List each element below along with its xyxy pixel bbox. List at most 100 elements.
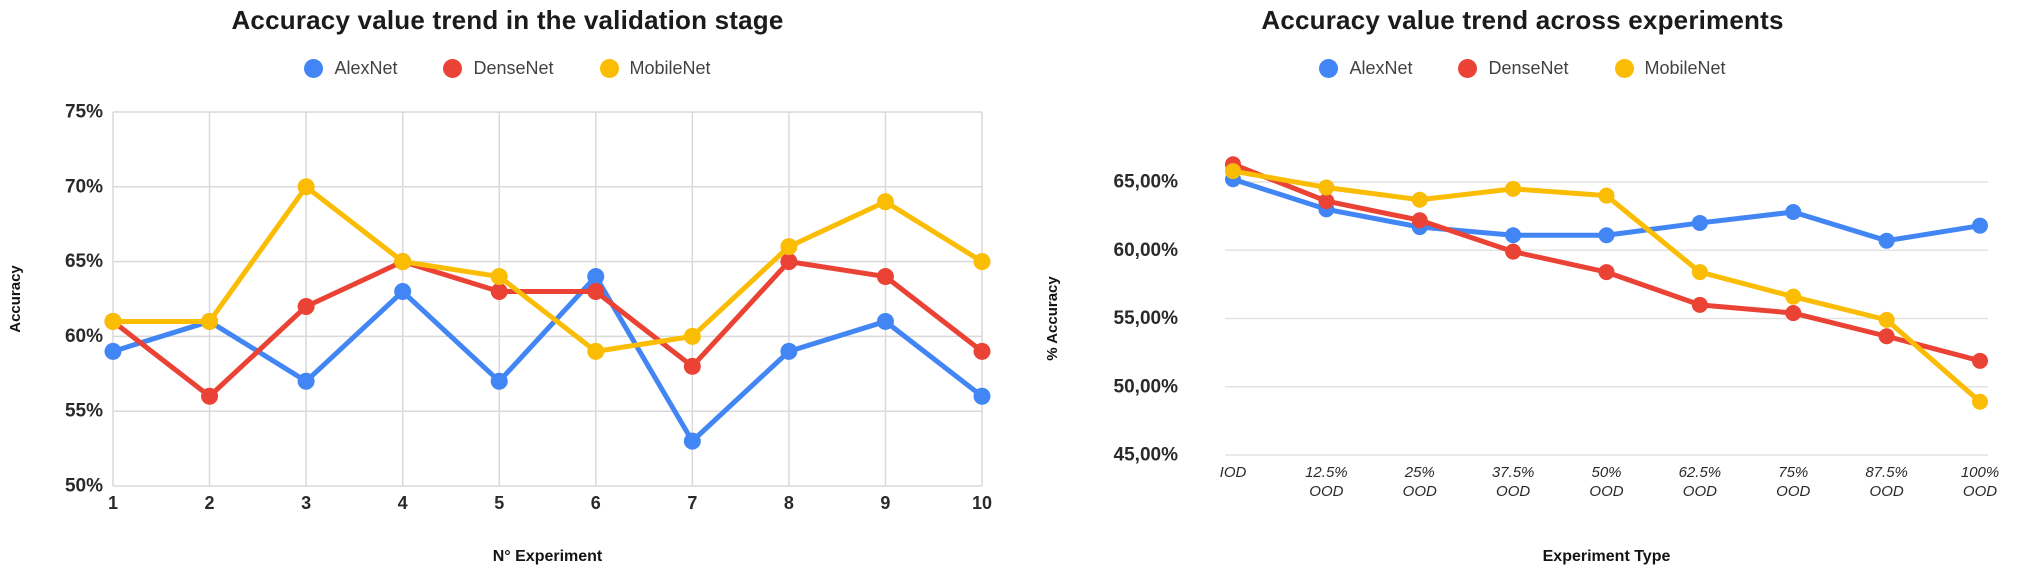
legend-item-alexnet: AlexNet xyxy=(304,58,397,79)
data-point xyxy=(876,193,894,211)
y-tick-label: 65% xyxy=(65,251,103,272)
legend-label: AlexNet xyxy=(334,57,398,78)
x-axis-ticks: IOD 12.5% OOD 25% OOD 37.5% OOD 50% OOD 62.5% OOD 7… xyxy=(1220,464,2000,500)
y-tick-label: 75% xyxy=(65,102,103,123)
data-point xyxy=(1691,296,1708,313)
x-tick-label: 9 xyxy=(880,493,890,513)
series-mobilenet xyxy=(104,178,991,360)
x-tick-label: 87.5% xyxy=(1865,464,1908,481)
data-point xyxy=(683,432,701,450)
y-tick-label: 55% xyxy=(65,401,103,422)
gridlines xyxy=(112,111,983,487)
x-tick-label: OOD xyxy=(1776,483,1810,500)
chart-legend: AlexNet DenseNet MobileNet xyxy=(1015,56,2030,80)
data-point xyxy=(490,268,508,286)
x-tick-label: 37.5% xyxy=(1492,464,1535,481)
data-point xyxy=(297,372,315,390)
data-point xyxy=(587,268,605,286)
data-point xyxy=(1505,243,1522,260)
data-point xyxy=(973,253,991,271)
y-axis-title: % Accuracy xyxy=(1044,276,1061,361)
legend-item-mobilenet: MobileNet xyxy=(1614,58,1726,79)
x-tick-label: 1 xyxy=(108,493,118,513)
data-point xyxy=(1785,305,1802,322)
data-point xyxy=(683,357,701,375)
data-point xyxy=(1691,264,1708,281)
data-point xyxy=(1972,393,1988,410)
series-densenet xyxy=(1225,156,1988,369)
x-tick-label: OOD xyxy=(1870,483,1904,500)
x-tick-label: 7 xyxy=(687,493,697,513)
x-tick-label: 5 xyxy=(494,493,504,513)
data-point xyxy=(1598,227,1615,244)
legend-dot-icon xyxy=(304,58,324,78)
legend-dot-icon xyxy=(1319,58,1339,78)
x-tick-label: 100% xyxy=(1961,464,1999,481)
series-alexnet xyxy=(1225,171,1988,249)
series-line xyxy=(110,274,985,444)
y-axis-ticks: 65,00% 60,00% 55,00% 50,00% 45,00% xyxy=(1114,172,1179,466)
data-point xyxy=(1878,328,1895,345)
series-alexnet xyxy=(104,268,991,450)
x-tick-label: 62.5% xyxy=(1679,464,1722,481)
data-point xyxy=(394,253,412,271)
legend-label: DenseNet xyxy=(473,57,554,78)
x-tick-label: 8 xyxy=(784,493,794,513)
x-tick-label: 25% xyxy=(1404,464,1435,481)
x-tick-label: 3 xyxy=(301,493,311,513)
y-tick-label: 70% xyxy=(65,176,103,197)
line-plot: 65,00% 60,00% 55,00% 50,00% 45,00% IOD 12.5% OO… xyxy=(1044,156,2000,565)
gridlines xyxy=(1225,181,1988,456)
data-point xyxy=(1691,214,1708,231)
data-point xyxy=(490,283,508,301)
y-tick-label: 55,00% xyxy=(1114,308,1179,329)
data-point xyxy=(587,283,605,301)
y-tick-label: 45,00% xyxy=(1114,445,1179,466)
y-axis-ticks: 75% 70% 65% 60% 55% 50% xyxy=(65,102,103,497)
data-point xyxy=(201,387,219,405)
series-line xyxy=(110,259,985,399)
data-point xyxy=(780,253,798,271)
validation-stage-chart: Accuracy value trend in the validation s… xyxy=(0,5,1015,566)
data-point xyxy=(1318,193,1335,210)
legend-label: MobileNet xyxy=(629,57,711,78)
data-point xyxy=(683,327,701,345)
data-point xyxy=(876,268,894,286)
chart-title: Accuracy value trend across experiments xyxy=(1261,5,1784,35)
legend-label: DenseNet xyxy=(1488,57,1569,78)
legend-label: AlexNet xyxy=(1349,57,1413,78)
data-point xyxy=(1598,187,1615,204)
experiments-chart: Accuracy value trend across experiments … xyxy=(1015,0,2030,575)
data-point xyxy=(876,312,894,330)
x-tick-label: 75% xyxy=(1778,464,1808,481)
data-point xyxy=(490,372,508,390)
data-point xyxy=(973,387,991,405)
data-point xyxy=(1411,191,1428,208)
legend-dot-icon xyxy=(443,58,463,78)
x-tick-label: 4 xyxy=(398,493,408,513)
x-tick-label: OOD xyxy=(1589,483,1623,500)
data-point xyxy=(780,342,798,360)
legend-item-densenet: DenseNet xyxy=(443,57,554,79)
x-tick-label: IOD xyxy=(1220,464,1247,481)
line-plot: 75% 70% 65% 60% 55% 50%1 2 3 4 5 6 7 8 9 10 N° Experime… xyxy=(7,102,992,566)
x-tick-label: OOD xyxy=(1496,483,1530,500)
data-point xyxy=(104,342,122,360)
data-point xyxy=(973,342,991,360)
data-point xyxy=(1598,264,1615,281)
legend-dot-icon xyxy=(599,58,619,78)
data-point xyxy=(1785,288,1802,305)
data-point xyxy=(780,238,798,256)
y-axis-title: Accuracy xyxy=(7,265,24,333)
x-axis-title: N° Experiment xyxy=(493,548,603,565)
legend-item-alexnet: AlexNet xyxy=(1319,58,1412,79)
x-tick-label: 6 xyxy=(591,493,601,513)
y-tick-label: 50% xyxy=(65,476,103,497)
chart-legend: AlexNet DenseNet MobileNet xyxy=(0,56,1015,80)
data-point xyxy=(1505,227,1522,244)
data-point xyxy=(1878,232,1895,249)
chart-title: Accuracy value trend in the validation s… xyxy=(231,5,784,35)
y-tick-label: 60,00% xyxy=(1114,240,1179,261)
data-point xyxy=(297,178,315,196)
data-point xyxy=(1878,311,1895,328)
